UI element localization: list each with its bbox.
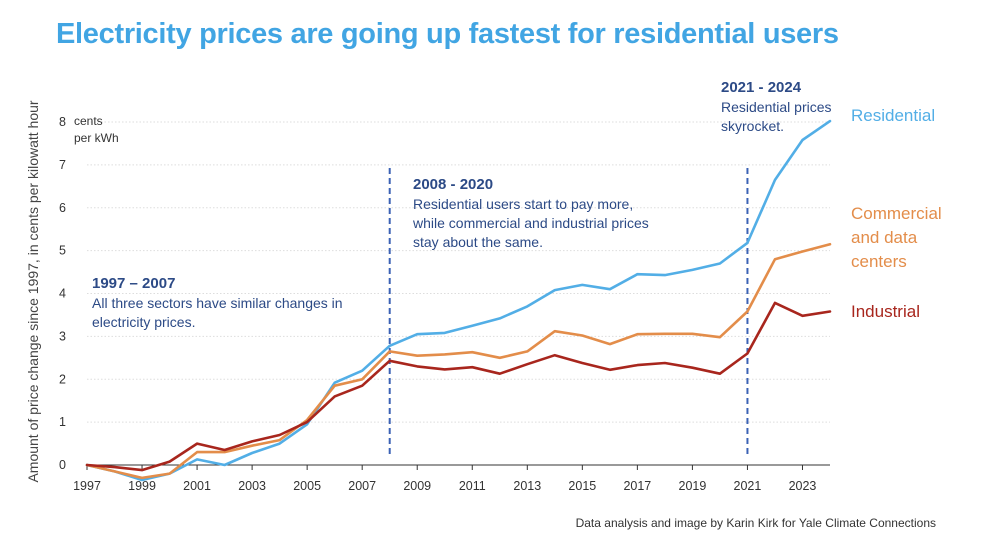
x-tick-label: 2003 (238, 479, 266, 493)
annotation-text: All three sectors have similar changes i… (92, 295, 343, 311)
y-tick-label: 8 (59, 115, 66, 129)
gridlines (87, 121, 830, 423)
series-line-residential (85, 119, 832, 482)
series-line-industrial (85, 301, 832, 472)
series-label-commercial: and data (851, 228, 918, 247)
series-label-commercial: centers (851, 252, 907, 271)
y-tick-label: 3 (59, 329, 66, 343)
y-unit-label: per kWh (74, 131, 119, 145)
annotation-heading: 2021 - 2024 (721, 79, 802, 96)
annotation-text: while commercial and industrial prices (412, 215, 649, 231)
series-label-residential: Residential (851, 106, 935, 125)
annotation-text: Residential users start to pay more, (413, 196, 633, 212)
x-tick-label: 2023 (789, 479, 817, 493)
x-tick-label: 1999 (128, 479, 156, 493)
series-labels: Residential Commercial and data centers Indu… (851, 106, 942, 321)
annotation-heading: 2008 - 2020 (413, 176, 493, 193)
x-tick-label: 2007 (348, 479, 376, 493)
chart-title: Electricity prices are going up fastest … (56, 18, 839, 50)
y-axis-title: Amount of price change since 1997, in ce… (25, 100, 41, 482)
x-tick-label: 2001 (183, 479, 211, 493)
x-tick-label: 2011 (459, 479, 486, 493)
annotations: 1997 – 2007 All three sectors have simila… (92, 79, 832, 330)
y-unit-label: cents (74, 114, 103, 128)
y-tick-label: 1 (59, 415, 66, 429)
x-tick-label: 2005 (293, 479, 321, 493)
series-label-industrial: Industrial (851, 302, 920, 321)
annotation-text: skyrocket. (721, 118, 784, 134)
annotation-text: electricity prices. (92, 314, 195, 330)
x-tick-label: 2013 (513, 479, 541, 493)
x-tick-label: 2009 (403, 479, 431, 493)
y-tick-label: 5 (59, 244, 66, 258)
annotation-text: stay about the same. (413, 234, 543, 250)
y-tick-label: 2 (59, 372, 66, 386)
y-tick-label: 6 (59, 201, 66, 215)
series-line-commercial (85, 242, 832, 480)
annotation-heading: 1997 – 2007 (92, 275, 175, 292)
series-label-commercial: Commercial (851, 204, 942, 223)
axes: 0 1 2 3 4 5 6 7 8 cents per kWh Amount of price cha… (25, 100, 830, 493)
x-tick-label: 2017 (623, 479, 651, 493)
x-tick-label: 1997 (73, 479, 101, 493)
credit-line: Data analysis and image by Karin Kirk fo… (575, 516, 936, 530)
y-tick-label: 0 (59, 458, 66, 472)
x-tick-label: 2021 (734, 479, 762, 493)
series-lines (85, 119, 832, 482)
y-tick-label: 7 (59, 158, 66, 172)
x-tick-label: 2019 (679, 479, 707, 493)
y-tick-label: 4 (59, 287, 66, 301)
annotation-text: Residential prices (721, 99, 832, 115)
x-tick-label: 2015 (568, 479, 596, 493)
